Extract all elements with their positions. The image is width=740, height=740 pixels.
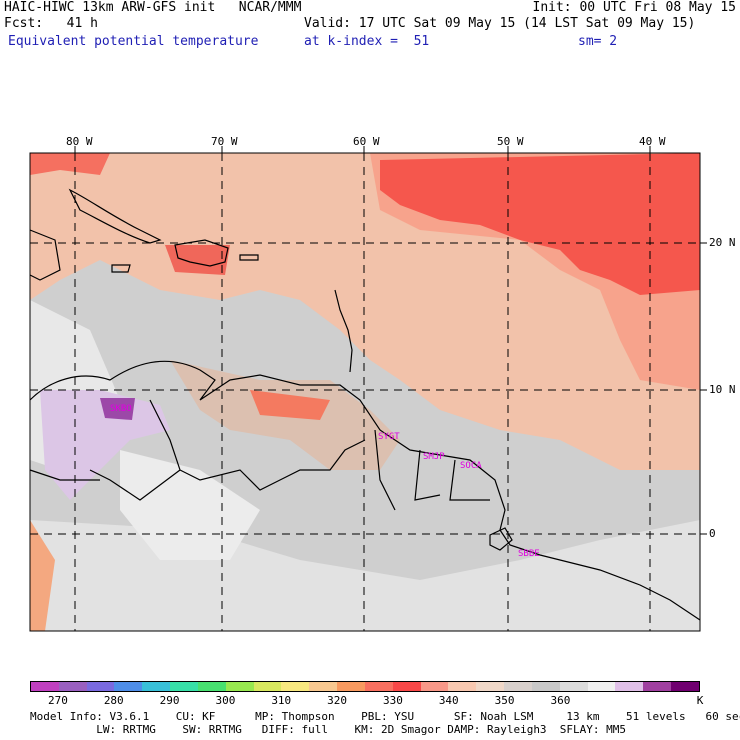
yucatan-coast xyxy=(29,229,61,281)
colorbar-swatch xyxy=(364,682,393,691)
purple-region xyxy=(40,390,170,500)
lesser-antilles xyxy=(334,289,353,373)
colorbar-swatch xyxy=(531,682,560,691)
colorbar-swatch xyxy=(392,682,421,691)
lat-label-20n: 20 N xyxy=(709,236,736,249)
orange-west-edge xyxy=(30,520,55,631)
colorbar-swatch xyxy=(86,682,115,691)
jamaica-coast xyxy=(111,264,131,273)
colorbar-label: 320 xyxy=(327,694,348,707)
colorbar-swatch xyxy=(114,682,143,691)
field-name: Equivalent potential temperature xyxy=(8,34,259,49)
colorbar-swatch xyxy=(170,682,198,691)
colorbar-swatch xyxy=(587,682,616,691)
init-time: Init: 00 UTC Fri 08 May 15 xyxy=(532,0,737,15)
model-info-line2: LW: RRTMG SW: RRTMG DIFF: full KM: 2D Sm… xyxy=(30,723,627,736)
colorbar-label: 310 xyxy=(271,694,292,707)
colorbar-swatch xyxy=(309,682,338,691)
model-title: HAIC-HIWC 13km ARW-GFS init NCAR/MMM xyxy=(4,0,302,15)
colorbar-swatch xyxy=(559,682,588,691)
red-region xyxy=(380,153,700,295)
red-patch-hispaniola xyxy=(165,245,230,275)
lat-label-10n: 10 N xyxy=(709,383,736,396)
lat-label-0: 0 xyxy=(709,527,716,540)
dark-purple-patch xyxy=(100,398,135,420)
colorbar-swatch xyxy=(615,682,644,691)
station-soca: SOCA xyxy=(460,461,482,471)
colorbar-swatch xyxy=(31,682,59,691)
cuba-coast xyxy=(68,188,162,244)
colorbar-label: 360 xyxy=(550,694,571,707)
red-top-left xyxy=(30,153,110,175)
forecast-hour: Fcst: 41 h xyxy=(4,16,98,31)
colorbar-swatch xyxy=(197,682,226,691)
colorbar-label: 290 xyxy=(159,694,180,707)
station-smjp: SMJP xyxy=(423,452,445,462)
colorbar-swatch xyxy=(225,682,254,691)
colorbar-swatch xyxy=(253,682,282,691)
colorbar-label: 300 xyxy=(215,694,236,707)
red-patch-venezuela xyxy=(250,390,330,420)
station-sbbe: SBBE xyxy=(518,549,540,559)
lon-label-40w: 40 W xyxy=(639,135,666,148)
colorbar-label: 270 xyxy=(47,694,68,707)
colorbar-swatch xyxy=(476,682,505,691)
station-sygt: SYGT xyxy=(378,432,400,442)
colorbar xyxy=(30,681,700,692)
colorbar-label: 330 xyxy=(382,694,403,707)
k-index: at k-index = 51 xyxy=(304,34,430,49)
colorbar-swatch xyxy=(448,682,477,691)
colorbar-label: 340 xyxy=(438,694,459,707)
colorbar-swatch xyxy=(337,682,365,691)
white-interior xyxy=(120,450,260,560)
hispaniola-coast xyxy=(174,239,229,267)
map-frame xyxy=(29,152,701,632)
smoothing: sm= 2 xyxy=(578,34,618,49)
station-skbo: SKBO xyxy=(110,404,132,414)
country-borders xyxy=(29,399,490,511)
colorbar-swatch xyxy=(58,682,87,691)
lon-label-80w: 80 W xyxy=(66,135,93,148)
colorbar-label: K xyxy=(696,694,704,707)
colorbar-swatch xyxy=(281,682,310,691)
south-america-coast xyxy=(29,360,701,621)
colorbar-swatch xyxy=(142,682,171,691)
puerto-rico-coast xyxy=(239,254,259,261)
colorbar-swatch xyxy=(504,682,532,691)
valid-time: Valid: 17 UTC Sat 09 May 15 (14 LST Sat … xyxy=(304,16,696,31)
lon-label-50w: 50 W xyxy=(497,135,524,148)
colorbar-label: 280 xyxy=(103,694,124,707)
model-info-line1: Model Info: V3.6.1 CU: KF MP: Thompson P… xyxy=(30,710,740,723)
lon-label-60w: 60 W xyxy=(353,135,380,148)
amazon-mouth xyxy=(489,527,513,551)
colorbar-swatch xyxy=(420,682,449,691)
colorbar-label: 350 xyxy=(494,694,515,707)
colorbar-swatch xyxy=(671,682,699,691)
colorbar-swatch xyxy=(643,682,672,691)
lon-label-70w: 70 W xyxy=(211,135,238,148)
